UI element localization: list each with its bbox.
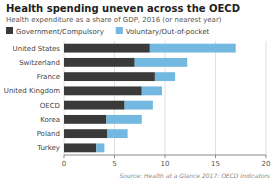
category-label: OECD	[40, 102, 60, 110]
grid-line	[215, 41, 216, 155]
bar	[125, 101, 153, 110]
bar	[142, 86, 162, 95]
tick-label: 0	[62, 160, 66, 168]
grid-line	[266, 41, 267, 155]
bar	[64, 129, 107, 138]
bar	[150, 44, 236, 53]
title: Health spending uneven across the OECD	[6, 3, 240, 14]
category-label: Poland	[37, 130, 60, 138]
tick-label: 15	[211, 160, 220, 168]
bar	[64, 115, 106, 124]
bar	[96, 143, 104, 152]
bar	[106, 115, 141, 124]
bar	[107, 129, 127, 138]
bars	[64, 44, 236, 153]
x-axis	[64, 155, 266, 156]
category-label: France	[37, 73, 60, 81]
bar	[155, 72, 175, 81]
tick-label: 5	[112, 160, 116, 168]
category-label: United States	[13, 45, 61, 53]
bar	[64, 58, 135, 67]
bar	[64, 72, 155, 81]
legend-label: Voluntary/Out-of-pocket	[126, 28, 210, 36]
tick-label: 20	[262, 160, 271, 168]
legend-swatch	[116, 27, 123, 34]
category-label: Switzerland	[19, 59, 60, 67]
category-label: Turkey	[36, 144, 60, 152]
category-label: Korea	[40, 116, 60, 124]
chart: Health spending uneven across the OECD He…	[0, 0, 275, 183]
bar	[64, 101, 125, 110]
bar	[64, 143, 96, 152]
category-label: United Kingdom	[4, 87, 60, 95]
bar	[64, 44, 150, 53]
tick-label: 10	[161, 160, 170, 168]
annotation: Source: Health at a Glance 2017: OECD In…	[119, 172, 270, 179]
bar	[64, 86, 142, 95]
legend-swatch	[6, 27, 13, 34]
legend-label: Government/Compulsory	[16, 28, 104, 36]
bar	[135, 58, 188, 67]
subtitle: Health expenditure as a share of GDP, 20…	[6, 16, 222, 24]
